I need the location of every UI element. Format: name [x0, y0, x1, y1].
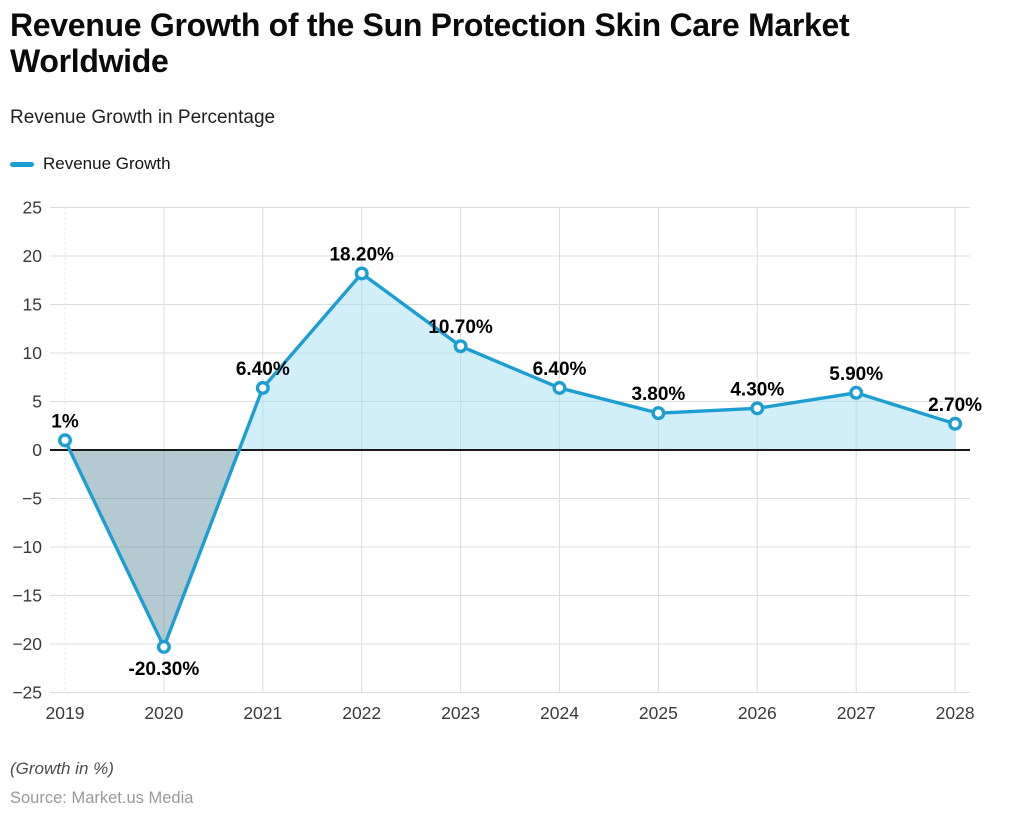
x-axis-label: 2022 [342, 703, 381, 723]
x-axis-label: 2023 [441, 703, 480, 723]
revenue-growth-line [63, 271, 957, 649]
y-axis-label: −25 [12, 683, 42, 703]
legend-line-marker [10, 161, 34, 167]
data-point-marker [58, 433, 73, 448]
x-axis-label: 2026 [738, 703, 777, 723]
y-axis-label: 0 [32, 440, 42, 460]
data-point-label: 3.80% [631, 384, 685, 405]
y-axis-label: −10 [12, 537, 42, 557]
data-point-label: 1% [51, 411, 79, 432]
data-point-marker [849, 385, 864, 400]
data-point-marker [453, 339, 468, 354]
data-point-label: 6.40% [533, 359, 587, 380]
growth-unit-footnote: (Growth in %) [10, 759, 114, 778]
source-attribution: Source: Market.us Media [10, 789, 194, 807]
data-point-marker [354, 266, 369, 281]
x-axis-label: 2024 [540, 703, 579, 723]
data-point-label: 2.70% [928, 395, 982, 416]
area-fill-positive [65, 273, 956, 450]
x-axis-label: 2025 [639, 703, 678, 723]
data-point-label: 18.20% [329, 244, 394, 265]
y-axis-label: −15 [12, 586, 42, 606]
area-fill-negative [65, 450, 956, 647]
data-point-label: 5.90% [829, 364, 883, 385]
y-axis-label: 10 [23, 343, 43, 363]
data-point-label: 6.40% [236, 359, 290, 380]
x-axis-label: 2019 [46, 703, 85, 723]
chart-title: Revenue Growth of the Sun Protection Ski… [10, 7, 850, 79]
data-point-marker [651, 406, 666, 421]
chart-subtitle: Revenue Growth in Percentage [10, 107, 276, 128]
data-point-marker [750, 401, 765, 416]
data-point-marker [552, 380, 567, 395]
data-point-marker [156, 639, 171, 654]
y-axis-label: 20 [23, 246, 43, 266]
x-axis-label: 2020 [144, 703, 183, 723]
y-axis-label: −20 [12, 634, 42, 654]
legend: Revenue Growth [10, 154, 171, 174]
x-axis-label: 2028 [936, 703, 975, 723]
data-point-label: 10.70% [428, 317, 493, 338]
y-axis-label: −5 [22, 489, 42, 509]
x-axis-label: 2021 [243, 703, 282, 723]
data-point-label: -20.30% [129, 659, 200, 680]
data-point-marker [948, 416, 963, 431]
x-axis-label: 2027 [837, 703, 876, 723]
legend-label: Revenue Growth [43, 154, 171, 173]
data-point-marker [255, 380, 270, 395]
y-axis-label: 15 [23, 295, 42, 315]
y-axis-label: 5 [32, 392, 42, 412]
data-point-label: 4.30% [730, 379, 784, 400]
y-axis-label: 25 [23, 198, 42, 218]
